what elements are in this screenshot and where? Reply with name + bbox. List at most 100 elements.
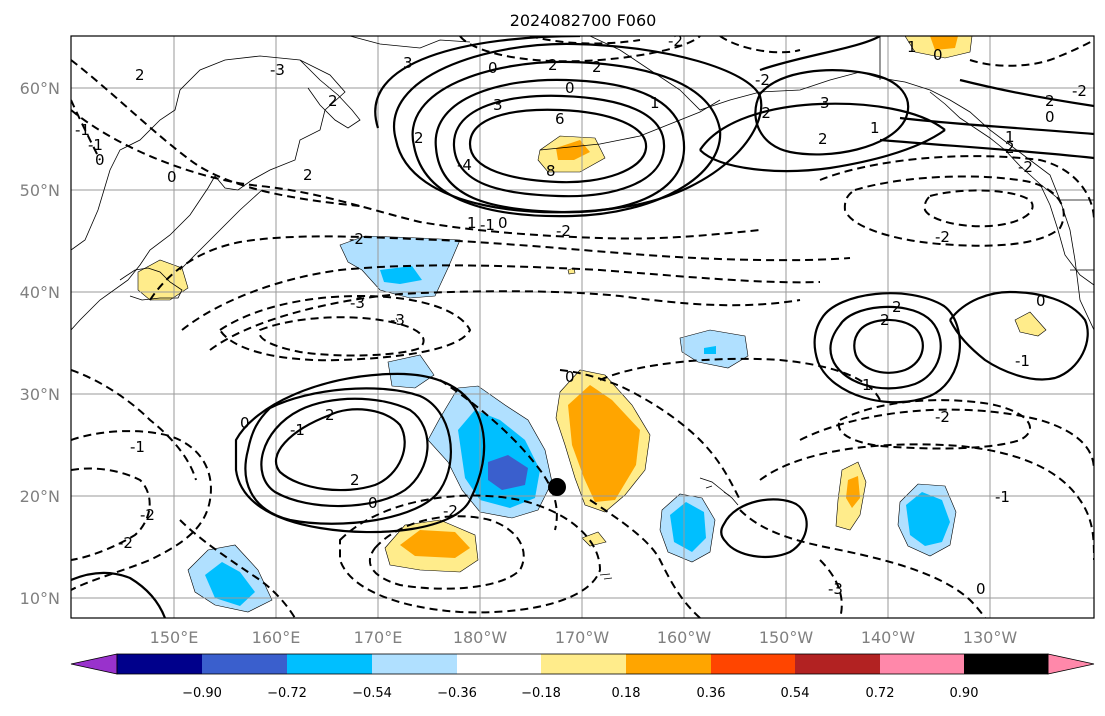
- contour-hawaii-low: [720, 498, 808, 559]
- contour-label: 2: [325, 406, 335, 424]
- contour-subtropical-1: [274, 408, 406, 492]
- colorbar-tick-label: −0.72: [267, 686, 307, 701]
- lat-label: 20°N: [20, 487, 60, 506]
- shade-light-blue-central: [387, 354, 435, 389]
- coast-kurils: [179, 189, 263, 271]
- colorbar-ticks: −0.90 −0.72 −0.54 −0.36 −0.18 0.18 0.36 …: [182, 686, 978, 701]
- contour-ne-high-4: [949, 290, 1089, 381]
- contour-neg-south-1: [369, 515, 525, 590]
- contour-label: 2: [818, 130, 828, 148]
- contour-label: -2: [349, 230, 364, 248]
- contour-label: 0: [565, 79, 575, 97]
- lon-label: 160°E: [252, 628, 301, 647]
- contour-ne-arc-2: [899, 116, 1094, 136]
- shade-orange-east-dateline: [568, 385, 640, 502]
- contour-label: 3: [403, 54, 413, 72]
- contour-neg-band-3: [149, 235, 851, 301]
- contour-neg-dateline: [439, 379, 558, 531]
- contour-neg-band-2: [71, 59, 361, 207]
- colorbar-segment: [117, 654, 202, 674]
- shade-orange-alaska-top: [930, 36, 958, 50]
- coast-alaska-pan: [879, 36, 1061, 201]
- contour-neg-top-1: [459, 36, 701, 63]
- contour-label: 2: [303, 166, 313, 184]
- contour-label: 0: [240, 414, 250, 432]
- colorbar-segment: [964, 654, 1048, 674]
- shade-orange-south: [400, 530, 470, 558]
- storm-center-marker: [548, 478, 566, 496]
- contour-label: 3: [820, 94, 830, 112]
- contour-subtropical-4: [234, 372, 486, 534]
- contour-label-layer: 2 3 2 0 2 2 -2 1 0 -2 3 -3 6 -4 8 2 1 -1…: [75, 36, 1087, 598]
- longitude-labels: 150°E 160°E 170°E 180°W 170°W 160°W 150°…: [150, 628, 1018, 647]
- coast-hawaii: [699, 477, 739, 506]
- contour-label: 2: [1045, 92, 1055, 110]
- contour-neg-zero-a: [559, 369, 741, 501]
- contour-label: -2: [755, 71, 770, 89]
- contour-label: 2: [350, 471, 360, 489]
- contour-neg-alaska-1: [719, 36, 801, 54]
- contour-label: 2: [548, 56, 558, 74]
- contour-label: -1: [130, 438, 145, 456]
- lon-label: 170°W: [555, 628, 610, 647]
- contour-neg-mid-east-5: [739, 509, 986, 618]
- coast-kamchatka: [299, 59, 361, 129]
- lat-label: 40°N: [20, 283, 60, 302]
- contour-ne-high-2: [829, 305, 942, 390]
- contour-label: -2: [118, 534, 133, 552]
- contour-label: -1: [290, 421, 305, 439]
- colorbar: −0.90 −0.72 −0.54 −0.36 −0.18 0.18 0.36 …: [70, 653, 1095, 701]
- lat-label: 10°N: [20, 589, 60, 608]
- lon-label: 180°W: [453, 628, 508, 647]
- contour-label: 2: [892, 298, 902, 316]
- contour-label: 0: [933, 46, 943, 64]
- contour-label: -1: [995, 488, 1010, 506]
- shade-blue-hawaii-n: [704, 346, 716, 354]
- colorbar-tick-label: 0.72: [866, 686, 895, 701]
- contour-label: -2: [935, 408, 950, 426]
- contour-neg-ne-2: [819, 155, 1094, 221]
- contour-label: -2: [1072, 82, 1087, 100]
- colorbar-tick-label: 0.18: [612, 686, 641, 701]
- coast-canada-box: [1060, 199, 1094, 271]
- contour-label: 1: [650, 94, 660, 112]
- contour-subtropical-3: [244, 387, 452, 525]
- contour-neg-sw-arc: [179, 519, 296, 618]
- shade-yellow-small-south: [581, 531, 607, 547]
- coastlines: [71, 36, 1094, 580]
- contour-label: 1: [870, 119, 880, 137]
- colorbar-tick-label: −0.54: [352, 686, 392, 701]
- coast-aleutians: [539, 99, 721, 151]
- contour-label: 2: [328, 92, 338, 110]
- contour-label: 2: [1005, 139, 1015, 157]
- contour-label: 2: [414, 129, 424, 147]
- contour-label: -2: [1018, 158, 1033, 176]
- contour-label: 8: [546, 162, 556, 180]
- colorbar-tick-label: −0.36: [437, 686, 477, 701]
- contours-positive: [71, 36, 1094, 618]
- shade-blue-east: [906, 492, 950, 546]
- colorbar-segment: [287, 654, 372, 674]
- contour-aleutian-high-1: [468, 108, 648, 184]
- coast-small-islands: [395, 317, 613, 580]
- contour-ne-high-3: [813, 292, 961, 404]
- shading-layer: [137, 36, 1047, 613]
- contour-label: 1: [862, 376, 872, 394]
- contour-neg-west-1: [71, 430, 212, 591]
- contour-label: 0: [95, 151, 105, 169]
- contour-label: -3: [828, 580, 843, 598]
- contour-label: -1: [88, 136, 103, 154]
- contour-label: -3: [350, 294, 365, 312]
- contour-label: 0: [368, 494, 378, 512]
- contour-label: -1: [75, 121, 90, 139]
- colorbar-segment: [880, 654, 964, 674]
- contour-neg-mid-east-6: [819, 559, 843, 618]
- contour-neg-mid-east-4: [759, 443, 1094, 561]
- lon-label: 160°W: [657, 628, 712, 647]
- shade-light-blue-nw-pacific: [339, 235, 461, 299]
- contour-neg-top-2: [529, 36, 641, 45]
- colorbar-outline: [116, 653, 1049, 675]
- colorbar-extend-low: [70, 653, 118, 675]
